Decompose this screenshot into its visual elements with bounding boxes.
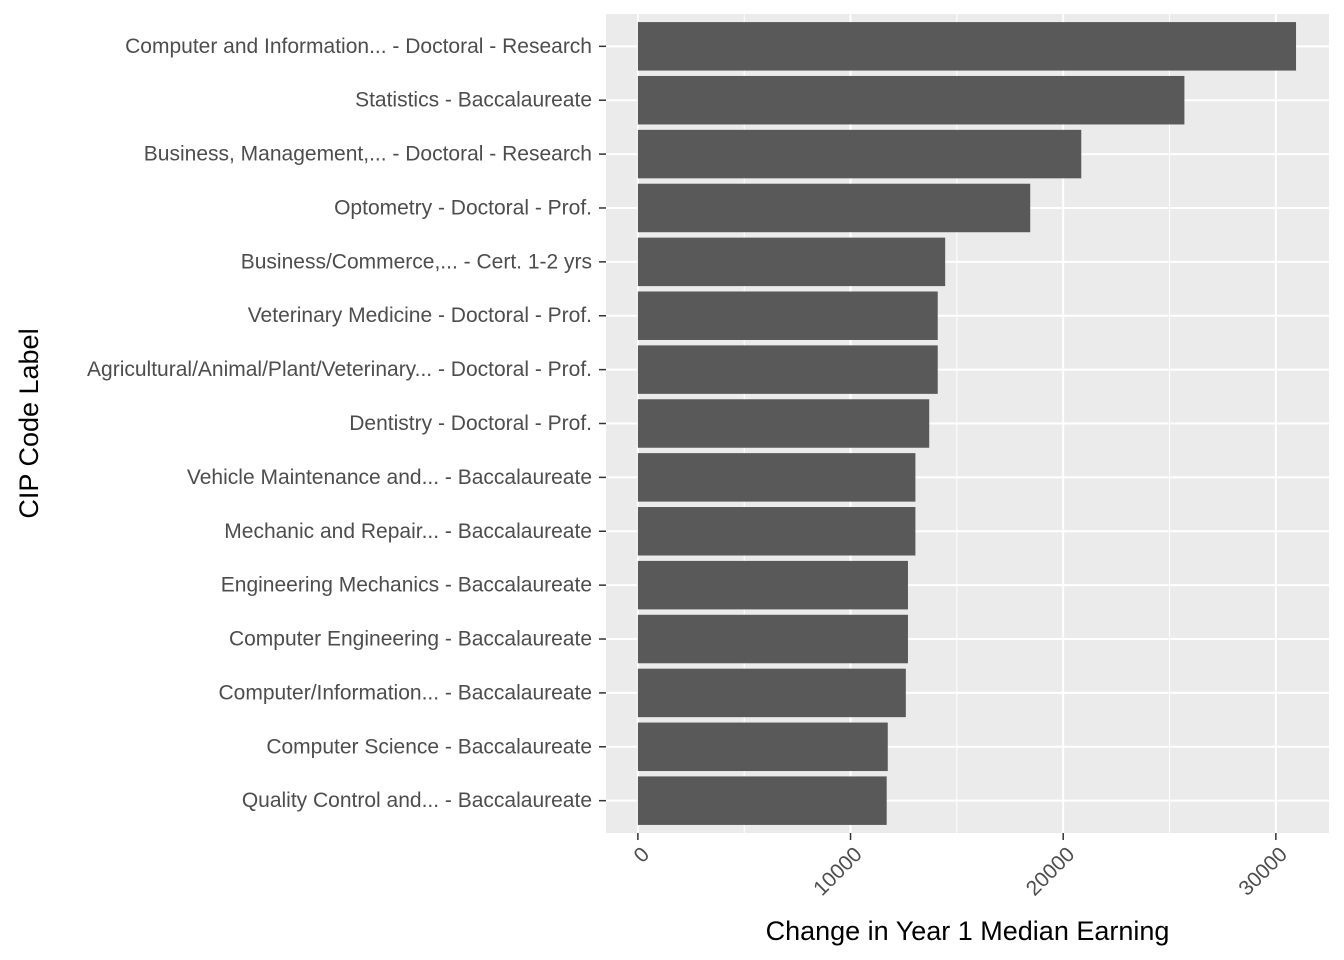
y-tick-label: Engineering Mechanics - Baccalaureate [221,574,592,597]
bar [637,291,938,340]
y-tick-label: Computer Science - Baccalaureate [266,735,592,758]
bar [637,614,908,664]
bar [637,668,906,718]
bar [637,560,908,610]
bar [637,345,938,394]
y-tick-label: Computer Engineering - Baccalaureate [229,628,592,651]
bar [637,129,1082,179]
x-tick-label: 10000 [809,843,867,901]
y-tick-label: Vehicle Maintenance and... - Baccalaurea… [187,466,592,489]
x-tick-label: 0 [630,843,655,868]
bar [637,22,1297,71]
y-tick-label: Agricultural/Animal/Plant/Veterinary... … [87,358,592,381]
bar [637,237,946,287]
y-tick-label: Business/Commerce,... - Cert. 1-2 yrs [241,250,592,273]
y-axis-title: CIP Code Label [14,328,44,518]
bar [637,399,930,448]
y-tick-label: Statistics - Baccalaureate [355,89,592,112]
y-tick-label: Quality Control and... - Baccalaureate [242,789,592,812]
x-axis: 0 10000 20000 30000 [630,833,1292,900]
y-tick-label: Mechanic and Repair... - Baccalaureate [224,520,592,543]
x-tick-label: 20000 [1022,843,1080,901]
y-tick-label: Computer and Information... - Doctoral -… [125,35,592,58]
y-tick-label: Computer/Information... - Baccalaureate [218,681,592,704]
y-tick-label: Dentistry - Doctoral - Prof. [349,412,592,435]
bar [637,453,916,502]
y-tick-label: Optometry - Doctoral - Prof. [334,196,592,219]
bar [637,722,888,772]
bar [637,776,887,825]
x-tick-label: 30000 [1234,843,1292,901]
bars [637,22,1297,825]
y-tick-label: Business, Management,... - Doctoral - Re… [144,143,592,166]
bar [637,75,1185,125]
bar [637,183,1031,233]
y-axis: Computer and Information... - Doctoral -… [87,35,606,812]
bar [637,507,916,556]
y-tick-label: Veterinary Medicine - Doctoral - Prof. [248,304,592,327]
x-axis-title: Change in Year 1 Median Earning [766,916,1170,946]
